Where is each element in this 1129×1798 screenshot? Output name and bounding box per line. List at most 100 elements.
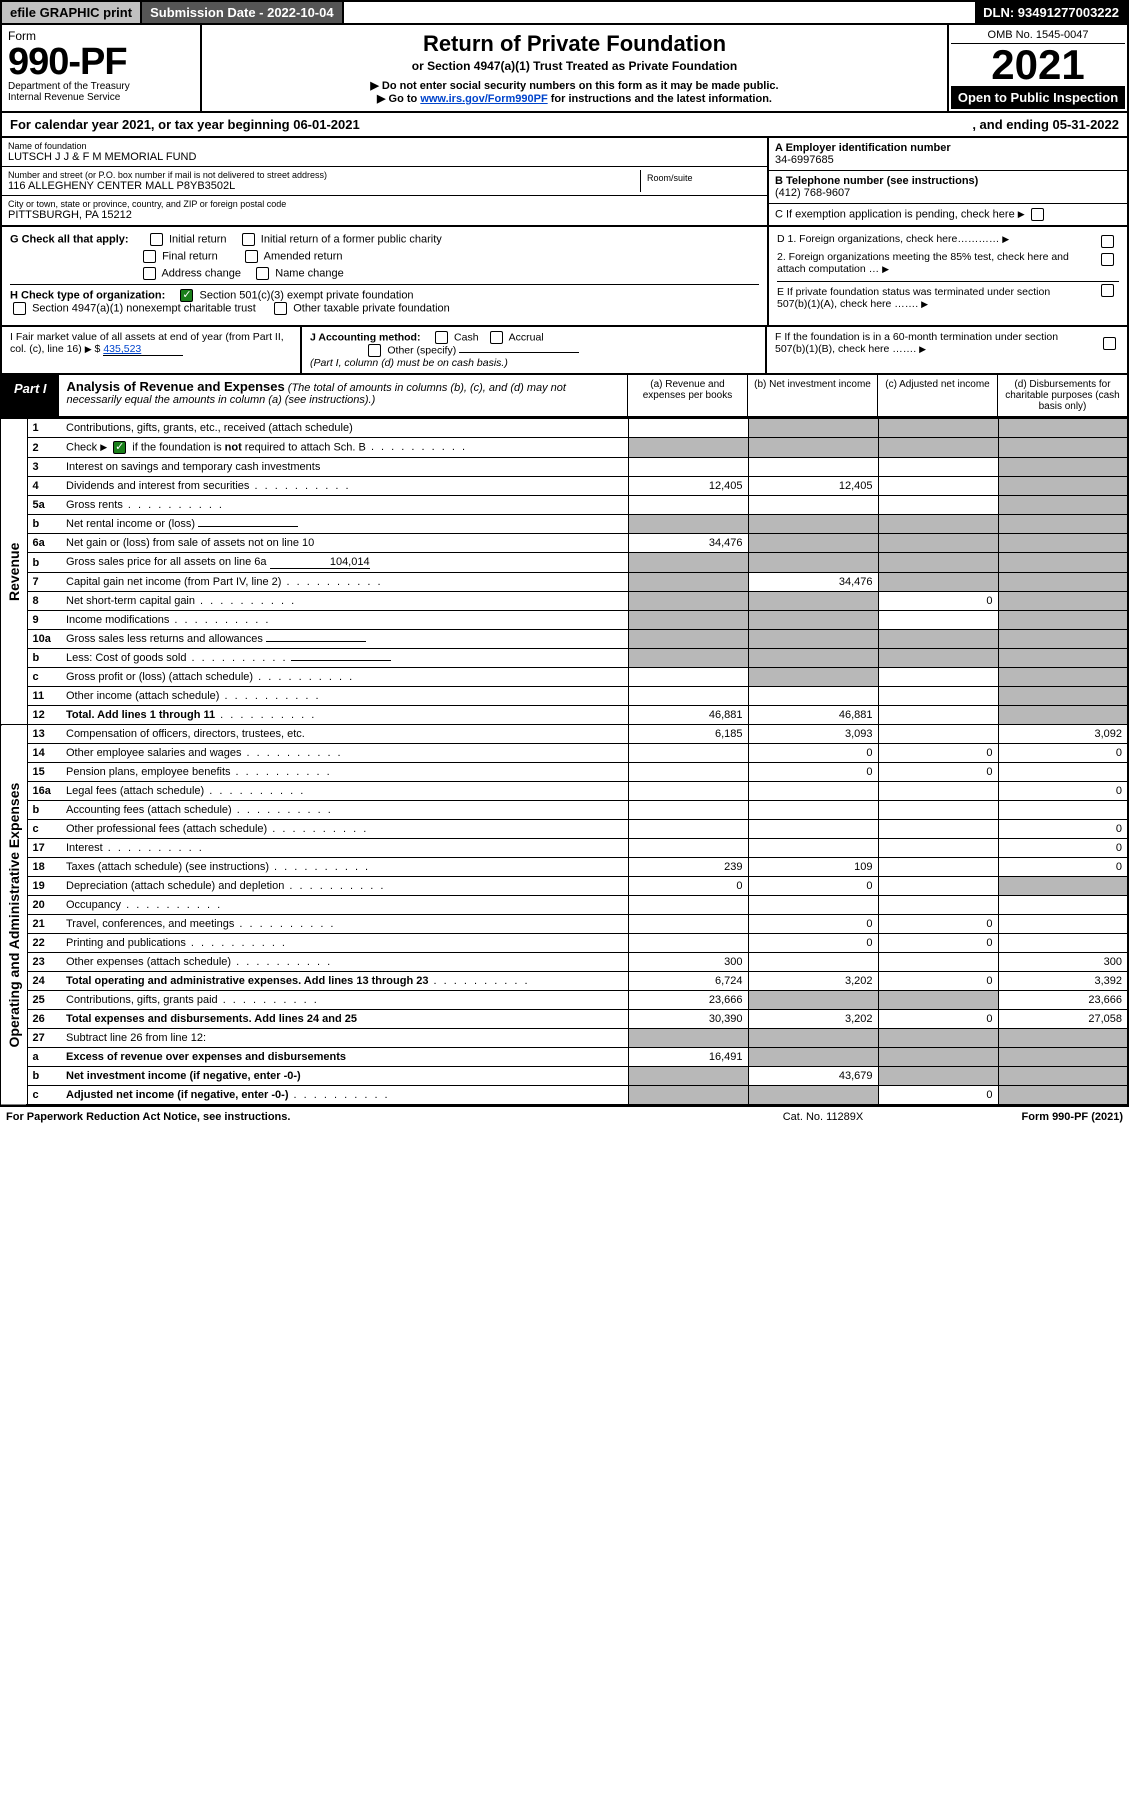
footer-mid: Cat. No. 11289X xyxy=(723,1111,923,1123)
cell-col-c: 0 xyxy=(878,1086,998,1106)
cell-col-b xyxy=(748,515,878,534)
cell-col-a xyxy=(628,438,748,458)
line-description: Other income (attach schedule) xyxy=(61,687,628,706)
irs-link[interactable]: www.irs.gov/Form990PF xyxy=(420,93,547,105)
cell-col-c xyxy=(878,553,998,573)
table-row: 21Travel, conferences, and meetings00 xyxy=(1,915,1128,934)
g-opt-0: Initial return xyxy=(169,233,226,245)
d1-checkbox[interactable] xyxy=(1101,235,1114,248)
d1-label: D 1. Foreign organizations, check here……… xyxy=(777,233,999,245)
cell-col-d xyxy=(998,458,1128,477)
g-initial-checkbox[interactable] xyxy=(150,233,163,246)
line-number: c xyxy=(27,820,61,839)
cell-col-b: 0 xyxy=(748,763,878,782)
i-value[interactable]: 435,523 xyxy=(103,343,183,356)
line-description: Total. Add lines 1 through 11 xyxy=(61,706,628,725)
g-address-checkbox[interactable] xyxy=(143,267,156,280)
c-checkbox[interactable] xyxy=(1031,208,1044,221)
cell-col-c: 0 xyxy=(878,1010,998,1029)
table-row: 2Check if the foundation is not required… xyxy=(1,438,1128,458)
city: PITTSBURGH, PA 15212 xyxy=(8,209,761,221)
cell-col-c xyxy=(878,782,998,801)
g-opt-2: Final return xyxy=(162,250,218,262)
d2-checkbox[interactable] xyxy=(1101,253,1114,266)
line-description: Gross rents xyxy=(61,496,628,515)
form-title: Return of Private Foundation xyxy=(212,31,937,57)
cell-col-d: 3,092 xyxy=(998,725,1128,744)
header-right: OMB No. 1545-0047 2021 Open to Public In… xyxy=(947,25,1127,111)
phone-cell: B Telephone number (see instructions) (4… xyxy=(769,171,1127,204)
line-number: 3 xyxy=(27,458,61,477)
year-end: , and ending 05-31-2022 xyxy=(972,117,1119,132)
g-name-checkbox[interactable] xyxy=(256,267,269,280)
cell-col-d xyxy=(998,592,1128,611)
cell-col-c xyxy=(878,725,998,744)
table-row: bNet rental income or (loss) xyxy=(1,515,1128,534)
line-description: Income modifications xyxy=(61,611,628,630)
cell-col-c xyxy=(878,687,998,706)
cell-col-b xyxy=(748,782,878,801)
line-description: Accounting fees (attach schedule) xyxy=(61,801,628,820)
line-number: 7 xyxy=(27,573,61,592)
line-number: 18 xyxy=(27,858,61,877)
j-other-checkbox[interactable] xyxy=(368,344,381,357)
cell-col-c xyxy=(878,877,998,896)
cell-col-d xyxy=(998,801,1128,820)
part1-label: Part I xyxy=(2,375,59,416)
cell-col-d xyxy=(998,706,1128,725)
h-4947-checkbox[interactable] xyxy=(13,302,26,315)
cell-col-a xyxy=(628,1086,748,1106)
line-number: 19 xyxy=(27,877,61,896)
f-checkbox[interactable] xyxy=(1103,337,1116,350)
line-number: 25 xyxy=(27,991,61,1010)
table-row: Operating and Administrative Expenses13C… xyxy=(1,725,1128,744)
g-formercharity-checkbox[interactable] xyxy=(242,233,255,246)
g-final-checkbox[interactable] xyxy=(143,250,156,263)
arrow-icon xyxy=(882,263,889,275)
h-501c3-checkbox[interactable] xyxy=(180,289,193,302)
cell-col-d: 0 xyxy=(998,820,1128,839)
line-description: Interest xyxy=(61,839,628,858)
cell-col-c: 0 xyxy=(878,934,998,953)
cell-col-c xyxy=(878,1048,998,1067)
col-d-header: (d) Disbursements for charitable purpose… xyxy=(997,375,1127,416)
cell-col-a xyxy=(628,592,748,611)
line-description: Occupancy xyxy=(61,896,628,915)
cell-col-b xyxy=(748,496,878,515)
table-row: 15Pension plans, employee benefits00 xyxy=(1,763,1128,782)
d2-label: 2. Foreign organizations meeting the 85%… xyxy=(777,251,1069,275)
cell-col-d xyxy=(998,1029,1128,1048)
arrow-icon xyxy=(921,298,928,310)
j-accrual-checkbox[interactable] xyxy=(490,331,503,344)
cell-col-c xyxy=(878,649,998,668)
cell-col-c xyxy=(878,438,998,458)
cell-col-b xyxy=(748,820,878,839)
e-checkbox[interactable] xyxy=(1101,284,1114,297)
g-amended-checkbox[interactable] xyxy=(245,250,258,263)
cell-col-d xyxy=(998,934,1128,953)
line-number: 14 xyxy=(27,744,61,763)
cell-col-d: 0 xyxy=(998,744,1128,763)
table-row: 9Income modifications xyxy=(1,611,1128,630)
cell-col-a: 34,476 xyxy=(628,534,748,553)
main-table: Revenue1Contributions, gifts, grants, et… xyxy=(0,418,1129,1106)
j-cell: J Accounting method: Cash Accrual Other … xyxy=(302,327,767,373)
g-row3: Address change Name change xyxy=(10,267,759,280)
line-description: Depreciation (attach schedule) and deple… xyxy=(61,877,628,896)
address-cell: Number and street (or P.O. box number if… xyxy=(8,170,641,192)
table-row: 20Occupancy xyxy=(1,896,1128,915)
info-left: Name of foundation LUTSCH J J & F M MEMO… xyxy=(2,138,767,225)
table-row: bGross sales price for all assets on lin… xyxy=(1,553,1128,573)
cell-col-b: 12,405 xyxy=(748,477,878,496)
name-label: Name of foundation xyxy=(8,141,761,151)
table-row: 7Capital gain net income (from Part IV, … xyxy=(1,573,1128,592)
part1-header: Part I Analysis of Revenue and Expenses … xyxy=(0,375,1129,418)
cell-col-a xyxy=(628,915,748,934)
j-cash-checkbox[interactable] xyxy=(435,331,448,344)
cell-col-a: 16,491 xyxy=(628,1048,748,1067)
table-row: bAccounting fees (attach schedule) xyxy=(1,801,1128,820)
j-cash: Cash xyxy=(454,331,479,343)
cell-col-b xyxy=(748,1029,878,1048)
h-other-checkbox[interactable] xyxy=(274,302,287,315)
cell-col-c xyxy=(878,1067,998,1086)
